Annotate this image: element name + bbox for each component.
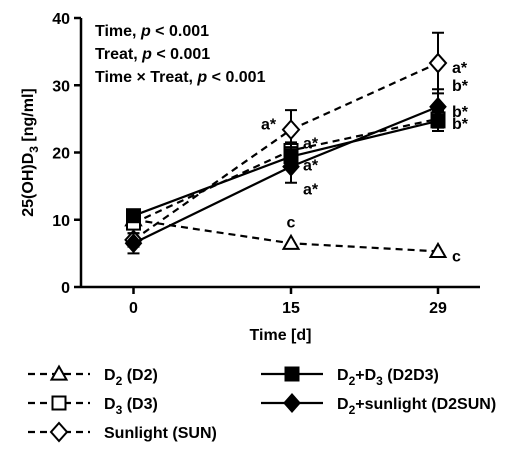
stat-line: Time × Treat, p < 0.001 — [95, 69, 266, 86]
legend-item-d2d3: D2+D3 (D2D3) — [261, 366, 439, 388]
legend-marker — [283, 392, 301, 414]
data-point — [124, 233, 143, 254]
series-sun: a* a* — [124, 31, 468, 251]
series-layer: cca*b*a*a*a*b*a*b* — [124, 31, 469, 265]
data-point — [429, 96, 447, 117]
legend-label-main: Sunlight (SUN) — [104, 425, 217, 442]
y-axis-title-unit: [ng/ml] — [20, 88, 37, 146]
axes: 0 10 20 30 40 0 15 29 Time [d] 25(OH)D3 [ng/ml] — [20, 11, 480, 344]
data-point — [428, 52, 448, 74]
significance-label: b* — [452, 116, 469, 133]
x-tick-label: 15 — [282, 300, 300, 317]
legend-item-sun: Sunlight (SUN) — [28, 421, 217, 443]
legend-label: D2 (D2) — [104, 367, 158, 388]
significance-label: a* — [303, 158, 319, 175]
y-tick-label: 40 — [52, 11, 70, 28]
significance-label: b* — [452, 104, 469, 121]
legend-label-rest: (D3) — [122, 396, 158, 413]
legend-label-sub: 3 — [376, 374, 383, 388]
stat-prefix: Treat, — [95, 46, 142, 63]
stat-line: Treat, p < 0.001 — [95, 46, 210, 63]
stat-p: p — [141, 46, 152, 63]
legend-marker — [49, 421, 69, 443]
stat-suffix: < 0.001 — [207, 69, 265, 86]
legend-label-sub: 3 — [116, 403, 123, 417]
legend-label: D3 (D3) — [104, 396, 158, 417]
y-axis-title-base: 25(OH)D — [20, 153, 37, 217]
stat-prefix: Time × Treat, — [95, 69, 197, 86]
legend-label-sub: 2 — [116, 374, 123, 388]
series-d2sun: a* b* — [124, 78, 469, 255]
y-tick-label: 0 — [61, 280, 70, 297]
stat-p: p — [140, 23, 151, 40]
legend-label-rest: (D2) — [122, 367, 158, 384]
data-point — [281, 119, 301, 141]
stat-suffix: < 0.001 — [152, 46, 210, 63]
legend-marker — [49, 364, 69, 381]
y-tick-label: 10 — [52, 213, 70, 230]
stat-suffix: < 0.001 — [151, 23, 209, 40]
series-d2: cc — [124, 210, 461, 265]
legend-label-main: D — [104, 367, 116, 384]
legend-label: D2+sunlight (D2SUN) — [337, 396, 496, 417]
data-point — [282, 156, 300, 177]
legend-label-rest: +sunlight (D2SUN) — [355, 396, 496, 413]
stat-prefix: Time, — [95, 23, 141, 40]
significance-label: a* — [452, 60, 468, 77]
x-tick-label: 0 — [129, 300, 138, 317]
data-point — [281, 233, 301, 250]
significance-label: c — [287, 214, 296, 231]
legend-label-main: D — [337, 396, 349, 413]
data-point — [428, 241, 448, 258]
legend-label-rest: (D2D3) — [383, 367, 439, 384]
stat-line: Time, p < 0.001 — [95, 23, 209, 40]
legend-marker — [51, 395, 67, 411]
x-axis-title: Time [d] — [250, 327, 312, 344]
y-tick-label: 30 — [52, 78, 70, 95]
significance-label: a* — [303, 135, 319, 152]
legend-label-main: D — [104, 396, 116, 413]
legend: D2 (D2)D3 (D3)Sunlight (SUN)D2+D3 (D2D3)… — [28, 364, 496, 443]
legend-marker — [284, 366, 300, 382]
significance-label: c — [452, 248, 461, 265]
significance-label: a* — [303, 182, 319, 199]
legend-item-d2sun: D2+sunlight (D2SUN) — [261, 392, 496, 417]
y-axis-title: 25(OH)D3 [ng/ml] — [20, 88, 41, 216]
legend-label-rest: +D — [355, 367, 376, 384]
data-point — [126, 208, 141, 224]
x-tick-label: 29 — [429, 300, 447, 317]
legend-label-main: D — [337, 367, 349, 384]
legend-label-sub: 2 — [349, 374, 356, 388]
legend-label: Sunlight (SUN) — [104, 425, 217, 442]
significance-label: b* — [452, 78, 469, 95]
legend-item-d3: D3 (D3) — [28, 395, 158, 417]
legend-item-d2: D2 (D2) — [28, 364, 158, 388]
legend-label-sub: 2 — [349, 403, 356, 417]
stat-p: p — [196, 69, 207, 86]
legend-label: D2+D3 (D2D3) — [337, 367, 439, 388]
y-axis-title-sub: 3 — [27, 146, 41, 153]
y-tick-label: 20 — [52, 146, 70, 163]
significance-label: a* — [261, 117, 277, 134]
